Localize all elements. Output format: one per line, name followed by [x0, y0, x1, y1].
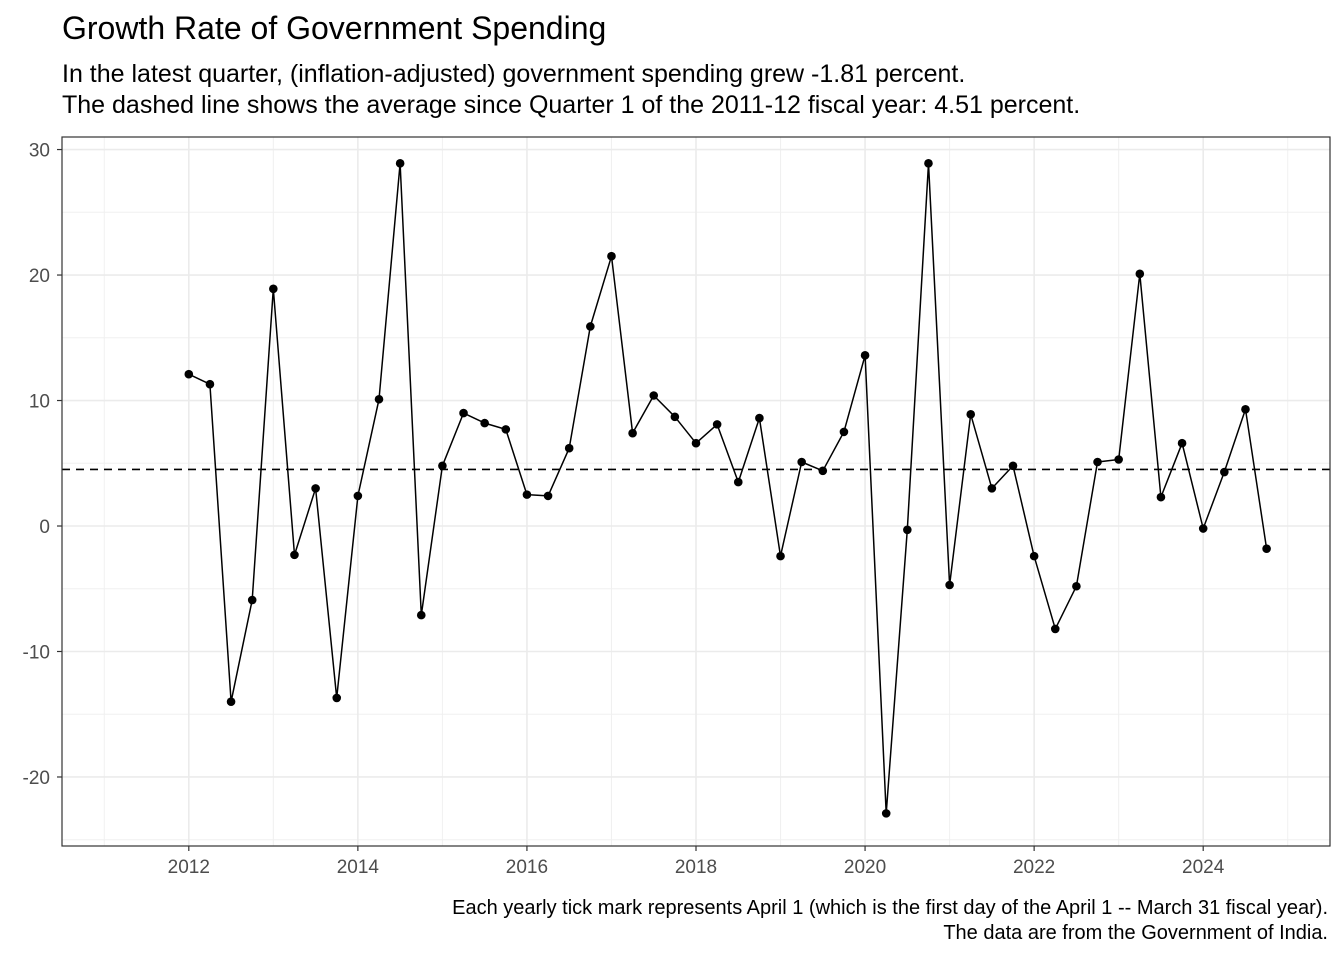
data-point	[205, 379, 215, 389]
data-point	[839, 427, 849, 437]
y-tick-label: 20	[29, 266, 50, 287]
data-point	[1135, 269, 1145, 279]
data-point	[290, 550, 299, 560]
data-point	[501, 425, 511, 434]
y-tick-label: -10	[23, 642, 50, 663]
data-point	[903, 525, 912, 535]
data-point	[311, 484, 320, 493]
axis-tick-labels: 2012 2014 2016 2018 2020 2022 2024 -20 -10 0 10 20 3…	[23, 141, 1225, 878]
series-layer	[184, 159, 1271, 818]
data-point	[564, 443, 574, 453]
x-tick-label: 2012	[168, 857, 210, 878]
x-tick-label: 2014	[337, 857, 380, 878]
series-line	[188, 162, 1268, 815]
chart-title: Growth Rate of Government Spending	[62, 10, 607, 46]
data-point	[1262, 544, 1271, 554]
data-point	[797, 457, 806, 467]
data-point	[712, 420, 722, 429]
data-point	[881, 809, 891, 818]
data-point	[1029, 551, 1039, 561]
data-point	[818, 466, 828, 476]
data-point	[353, 491, 363, 501]
x-tick-label: 2018	[675, 857, 717, 878]
data-point	[755, 413, 764, 423]
data-point	[691, 438, 701, 448]
data-point	[184, 369, 194, 379]
x-tick-label: 2016	[506, 857, 548, 878]
data-point	[649, 391, 659, 400]
data-point	[966, 410, 976, 419]
data-point	[628, 428, 637, 438]
data-point	[586, 322, 595, 331]
data-point	[438, 461, 447, 471]
data-point	[480, 418, 489, 428]
chart-caption-line-1: Each yearly tick mark represents April 1…	[452, 897, 1328, 919]
chart-caption-line-2: The data are from the Government of Indi…	[943, 922, 1328, 944]
data-point	[395, 159, 405, 168]
data-point	[1198, 524, 1208, 533]
data-point	[1008, 461, 1018, 471]
data-point	[945, 580, 954, 590]
data-point	[1114, 455, 1123, 464]
data-point	[987, 484, 997, 493]
x-tick-label: 2024	[1182, 857, 1225, 878]
data-point	[776, 551, 785, 561]
data-point	[607, 251, 616, 261]
data-point	[924, 159, 933, 168]
data-point	[733, 477, 743, 487]
y-tick-label: 0	[39, 517, 50, 538]
chart-subtitle-line-1: In the latest quarter, (inflation-adjust…	[62, 60, 966, 88]
data-point	[226, 697, 236, 706]
data-point	[269, 284, 278, 294]
data-point	[1093, 457, 1102, 467]
major-gridlines	[62, 137, 1330, 846]
x-tick-label: 2020	[844, 857, 886, 878]
x-tick-label: 2022	[1013, 857, 1055, 878]
data-point	[670, 412, 680, 422]
data-point	[860, 351, 870, 360]
chart-subtitle-line-2: The dashed line shows the average since …	[62, 91, 1081, 119]
data-point	[1241, 405, 1250, 414]
data-point	[1050, 624, 1060, 634]
data-point	[374, 394, 384, 404]
data-point	[1177, 438, 1187, 448]
data-point	[332, 693, 342, 703]
data-point	[459, 408, 468, 418]
axis-ticks	[57, 148, 1204, 851]
data-point	[416, 610, 426, 620]
data-point	[1156, 492, 1166, 502]
y-tick-label: 10	[29, 392, 50, 413]
y-tick-label: -20	[23, 768, 50, 789]
data-point	[543, 491, 553, 501]
data-point	[522, 490, 532, 499]
data-point	[1220, 467, 1229, 477]
y-tick-label: 30	[29, 141, 50, 162]
data-point	[247, 595, 257, 605]
data-point	[1072, 581, 1081, 591]
